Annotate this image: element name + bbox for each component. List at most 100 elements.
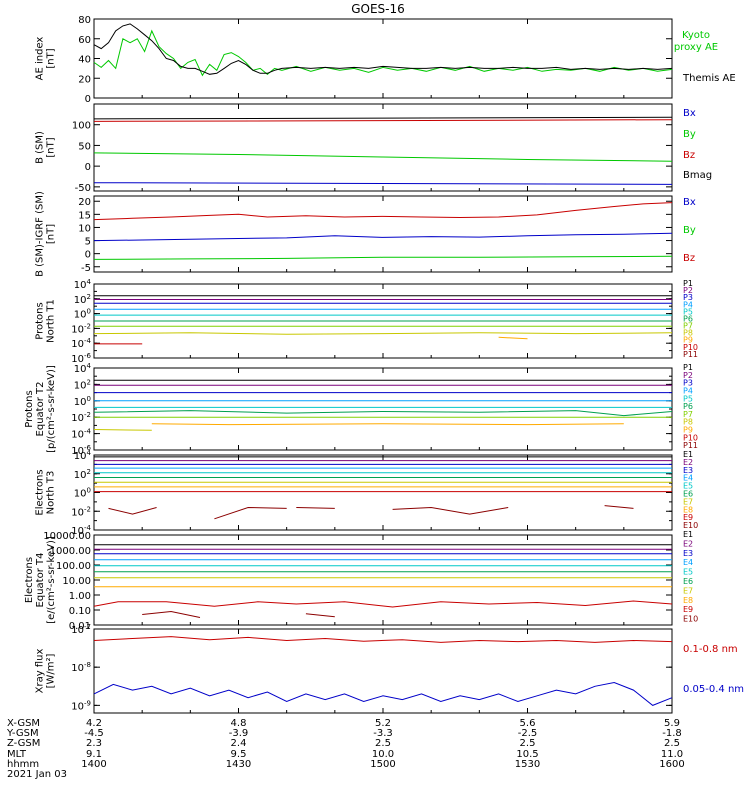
legend-entry: P10	[683, 343, 698, 352]
series-line-p8	[93, 429, 152, 431]
series-line-p8	[93, 332, 673, 335]
legend-entry: E4	[683, 558, 693, 567]
y-tick-label: 100	[74, 487, 91, 500]
x-axis-value: 2.5	[375, 738, 391, 749]
y-tick-label: 10-8	[71, 661, 91, 674]
legend-entry: Bmag	[683, 170, 712, 181]
y-axis-label: Electrons	[35, 469, 46, 515]
series-line-by	[93, 255, 673, 260]
legend-entry: P1	[683, 279, 693, 288]
series-line-e10	[142, 610, 201, 618]
y-tick-label: 10-2	[71, 505, 91, 518]
x-axis-row-label: X-GSM	[7, 718, 40, 729]
y-tick-label: 10-9	[71, 699, 91, 712]
series-line-segment	[296, 507, 335, 509]
x-axis-value: 11.0	[661, 749, 683, 760]
series-line-themis-ae	[93, 23, 673, 75]
x-axis-row-label: Z-GSM	[7, 738, 40, 749]
x-axis-value: 1430	[226, 759, 251, 770]
y-tick-label: 10-6	[71, 352, 91, 365]
legend-entry: Bz	[683, 150, 695, 161]
y-tick-label: -50	[75, 183, 91, 194]
legend-entry: E6	[683, 577, 693, 586]
panel-7: 10000.00 1000.00 100.00 10.00 1.00 0.10 0.01 El…	[24, 530, 698, 632]
series-line-p6	[93, 410, 673, 417]
legend-entry: P4	[683, 386, 693, 395]
series-line-segment	[305, 613, 335, 618]
panel-3: -5 0 5 10 15 20 B (SM)-IGRF (SM) [nT] Bx By Bz	[35, 191, 696, 277]
series-line-p9	[498, 336, 528, 340]
x-axis-value: 1500	[370, 759, 395, 770]
legend-entry: E1	[683, 530, 693, 539]
panel-5: 104 102 100 10-2 10-4 10-6 Protons Equator T2 [p…	[24, 362, 698, 457]
y-axis-label: B (SM)	[35, 131, 46, 164]
x-axis-value: 4.8	[231, 718, 247, 729]
legend-entry: P6	[683, 402, 693, 411]
y-tick-label: 20	[78, 197, 91, 208]
series-line-0-05-0-4-nm	[93, 681, 673, 706]
legend-entry: E10	[683, 521, 698, 530]
y-axis-label: Equator T4	[35, 553, 46, 608]
legend-entry: P9	[683, 426, 693, 435]
y-axis-label: [nT]	[46, 137, 57, 157]
legend-entry: P11	[683, 441, 698, 450]
legend-entry: Bx	[683, 108, 696, 119]
y-tick-label: 10	[78, 223, 91, 234]
y-axis-label: [p/(cm²-s-sr-keV)]	[46, 365, 57, 453]
y-tick-label: 15	[78, 210, 91, 221]
legend-entry: E7	[683, 497, 693, 506]
y-tick-label: 100.00	[56, 561, 91, 572]
legend-entry: E5	[683, 482, 693, 491]
x-axis-table: X-GSM 4.2 4.8 5.2 5.6 5.9 Y-GSM -4.5 -3.9 -3.3 -2.…	[6, 718, 685, 780]
y-tick-label: 0.01	[69, 621, 91, 632]
legend-entry: E3	[683, 549, 693, 558]
legend-entry: E2	[683, 539, 693, 548]
series-line-bz	[93, 119, 673, 122]
series-line-bx	[93, 232, 673, 242]
x-axis-value: -2.5	[518, 728, 538, 739]
legend-entry: P11	[683, 350, 698, 359]
y-axis-label: Protons	[35, 302, 46, 339]
y-tick-label: 100	[74, 308, 91, 321]
legend-entry: proxy AE	[674, 42, 718, 53]
legend-entry: By	[683, 225, 696, 236]
y-tick-label: 50	[78, 141, 91, 152]
legend-entry: P8	[683, 329, 693, 338]
y-axis-label: [e/(cm²-s-sr-keV)]	[46, 536, 57, 624]
x-axis-value: -1.8	[662, 728, 682, 739]
y-tick-label: 1000.00	[50, 546, 91, 557]
y-tick-label: 10-2	[71, 411, 91, 424]
y-tick-label: 102	[74, 378, 91, 391]
y-axis-label: Xray flux	[35, 649, 46, 694]
series-line-bz	[93, 202, 673, 221]
y-axis-label: B (SM)-IGRF (SM)	[35, 191, 46, 277]
y-tick-label: 104	[74, 278, 92, 291]
y-tick-label: 10-4	[71, 337, 91, 350]
y-tick-label: 10-7	[71, 623, 91, 636]
x-axis-value: 2.4	[231, 738, 247, 749]
legend-entry: P6	[683, 314, 693, 323]
legend-entry: E9	[683, 605, 693, 614]
figure-title: GOES-16	[351, 2, 405, 16]
legend-entry: P4	[683, 300, 693, 309]
series-line-segment	[392, 506, 509, 515]
legend-entry: P8	[683, 418, 693, 427]
y-tick-label: 0	[85, 162, 91, 173]
legend-entry: 0.05-0.4 nm	[683, 684, 744, 695]
x-axis-value: 9.5	[231, 749, 247, 760]
y-tick-label: 10000.00	[43, 531, 91, 542]
y-tick-label: 100	[74, 395, 91, 408]
y-tick-label: -5	[81, 263, 91, 274]
legend-entry: E4	[683, 474, 693, 483]
series-line-segment	[604, 505, 634, 509]
y-tick-label: 10-4	[71, 428, 91, 441]
panel-8: 10-7 10-8 10-9 Xray flux [W/m²] 0.1-0.8 nm 0.0…	[35, 623, 744, 714]
y-tick-label: 102	[74, 468, 91, 481]
y-tick-label: 100	[72, 121, 91, 132]
y-tick-label: 5	[85, 237, 91, 248]
x-axis-value: 2.5	[664, 738, 680, 749]
y-tick-label: 10-2	[71, 322, 91, 335]
series-line-segment	[214, 506, 287, 520]
